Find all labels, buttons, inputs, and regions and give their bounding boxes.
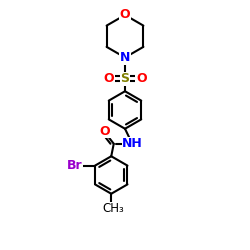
Text: O: O [100,125,110,138]
Text: CH₃: CH₃ [102,202,124,215]
Text: O: O [120,8,130,22]
Text: O: O [104,72,114,85]
Text: O: O [136,72,146,85]
Text: NH: NH [122,137,143,150]
Text: N: N [120,51,130,64]
Text: S: S [120,72,130,85]
Text: Br: Br [67,159,83,172]
